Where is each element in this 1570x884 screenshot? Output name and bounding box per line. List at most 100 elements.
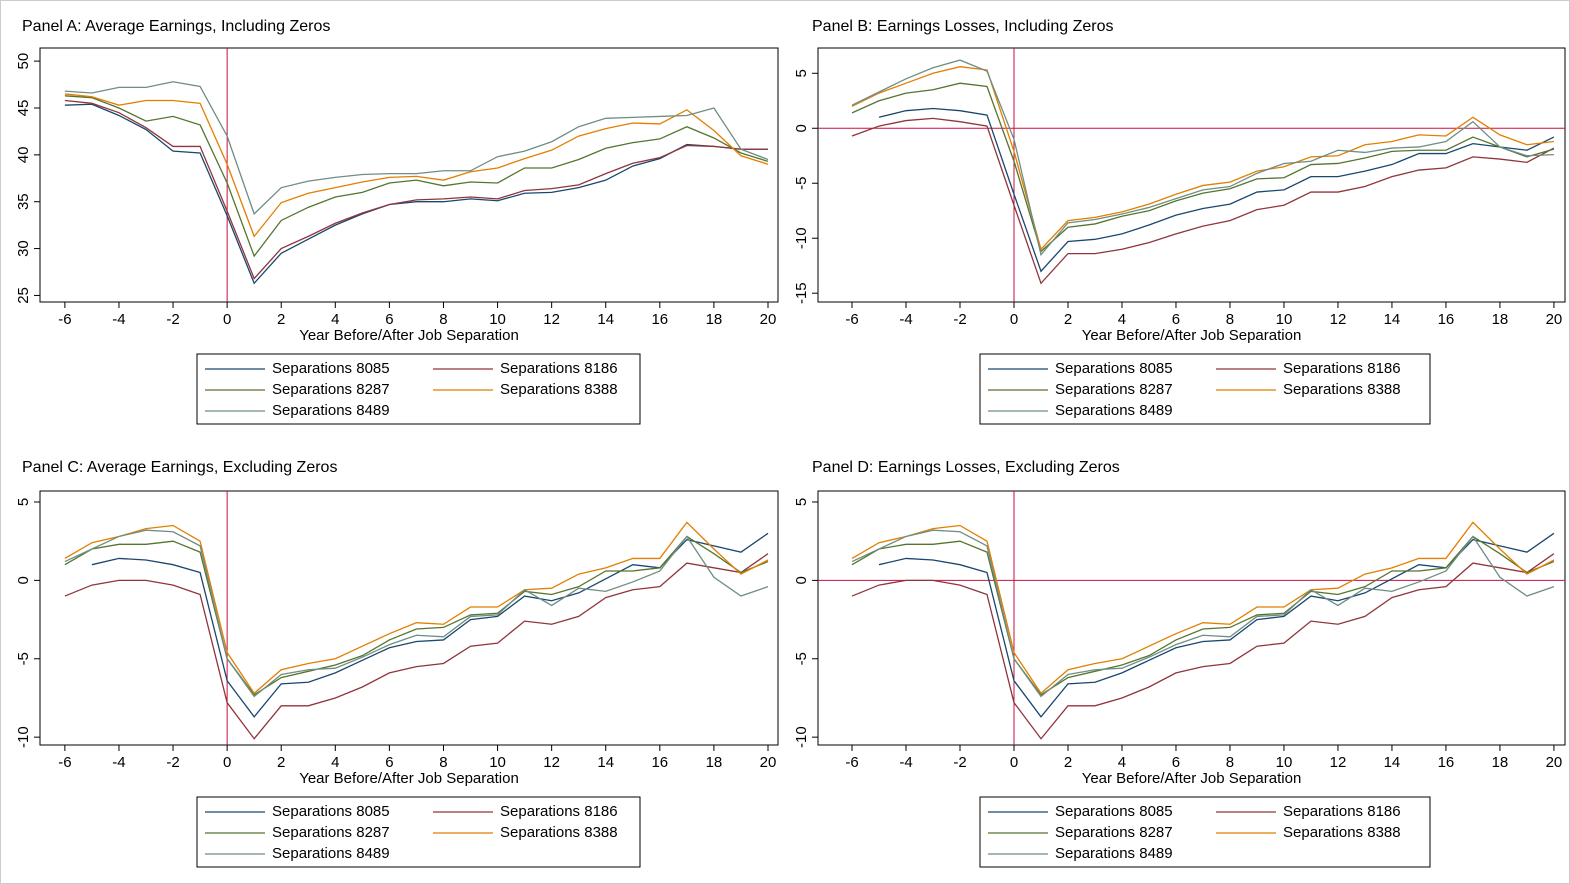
legend-label: Separations 8489 <box>272 845 390 862</box>
panel: Panel C: Average Earnings, Excluding Zer… <box>15 459 779 868</box>
x-axis-label: Year Before/After Job Separation <box>299 327 519 344</box>
series-line <box>64 103 768 285</box>
x-tick-label: 4 <box>1118 311 1126 328</box>
panel: Panel D: Earnings Losses, Excluding Zero… <box>793 459 1566 868</box>
x-tick-label: 10 <box>489 311 506 328</box>
x-tick-label: 12 <box>543 754 560 771</box>
x-tick-label: 0 <box>223 754 231 771</box>
x-tick-label: 20 <box>760 754 777 771</box>
panel-title: Panel D: Earnings Losses, Excluding Zero… <box>812 459 1120 476</box>
y-tick-label: -10 <box>793 227 810 249</box>
x-tick-label: 10 <box>489 754 506 771</box>
x-tick-label: -6 <box>845 754 858 771</box>
series-line <box>851 521 1555 695</box>
series-line <box>64 535 769 696</box>
series-line <box>64 521 769 695</box>
legend-box <box>196 796 641 868</box>
x-tick-label: 0 <box>223 311 231 328</box>
legend-label: Separations 8085 <box>1055 360 1173 377</box>
series-line <box>878 532 1555 718</box>
x-tick-label: 12 <box>1330 311 1347 328</box>
x-tick-label: -4 <box>899 754 912 771</box>
x-tick-label: 20 <box>1546 311 1563 328</box>
series-line <box>851 82 1555 253</box>
series-line <box>64 529 769 698</box>
x-tick-label: 0 <box>1010 311 1018 328</box>
x-tick-label: 18 <box>706 311 723 328</box>
x-tick-label: -6 <box>58 754 71 771</box>
x-axis-label: Year Before/After Job Separation <box>1082 327 1302 344</box>
series-line <box>851 59 1554 257</box>
panel: Panel B: Earnings Losses, Including Zero… <box>793 18 1566 425</box>
x-tick-label: 6 <box>1172 311 1180 328</box>
y-tick-label: 45 <box>15 100 32 117</box>
series-line <box>878 107 1555 273</box>
x-tick-label: -4 <box>112 754 125 771</box>
x-tick-label: -2 <box>166 754 179 771</box>
x-tick-label: 8 <box>1226 754 1234 771</box>
x-tick-label: 6 <box>385 311 393 328</box>
legend-label: Separations 8388 <box>1283 824 1401 841</box>
x-tick-label: -2 <box>953 311 966 328</box>
y-tick-label: 30 <box>15 240 32 257</box>
x-tick-label: 20 <box>760 311 777 328</box>
x-tick-label: 2 <box>277 311 285 328</box>
y-tick-label: -5 <box>793 652 810 665</box>
y-tick-label: 5 <box>793 498 810 506</box>
panel: Panel A: Average Earnings, Including Zer… <box>15 18 779 425</box>
series-line <box>851 553 1555 740</box>
series-line <box>64 95 769 258</box>
x-tick-label: 14 <box>597 311 614 328</box>
x-tick-label: 2 <box>1064 311 1072 328</box>
legend-label: Separations 8388 <box>500 381 618 398</box>
legend-label: Separations 8186 <box>500 803 618 820</box>
x-tick-label: 6 <box>385 754 393 771</box>
legend-label: Separations 8085 <box>1055 803 1173 820</box>
x-tick-label: 2 <box>277 754 285 771</box>
legend-box <box>979 353 1431 425</box>
x-tick-label: 12 <box>543 311 560 328</box>
x-tick-label: -4 <box>112 311 125 328</box>
panel-title: Panel B: Earnings Losses, Including Zero… <box>812 18 1114 35</box>
series-line <box>64 81 769 216</box>
y-tick-label: 0 <box>793 576 810 584</box>
x-tick-label: -2 <box>953 754 966 771</box>
x-tick-label: 20 <box>1546 754 1563 771</box>
plot-area <box>39 47 779 303</box>
series-line <box>64 93 769 238</box>
legend-label: Separations 8186 <box>500 360 618 377</box>
legend-label: Separations 8287 <box>272 381 390 398</box>
x-tick-label: 16 <box>651 311 668 328</box>
plot-area <box>39 490 779 746</box>
legend-label: Separations 8287 <box>272 824 390 841</box>
x-axis-label: Year Before/After Job Separation <box>299 770 519 787</box>
y-tick-label: 40 <box>15 147 32 164</box>
x-tick-label: 2 <box>1064 754 1072 771</box>
x-tick-label: 4 <box>1118 754 1126 771</box>
x-tick-label: 10 <box>1276 754 1293 771</box>
legend-label: Separations 8287 <box>1055 381 1173 398</box>
x-tick-label: 4 <box>331 754 339 771</box>
y-tick-label: 35 <box>15 193 32 210</box>
panel-title: Panel C: Average Earnings, Excluding Zer… <box>22 459 337 476</box>
x-tick-label: -2 <box>166 311 179 328</box>
x-tick-label: 4 <box>331 311 339 328</box>
series-line <box>851 66 1555 251</box>
x-tick-label: -4 <box>899 311 912 328</box>
legend-label: Separations 8388 <box>500 824 618 841</box>
y-tick-label: 5 <box>15 498 32 506</box>
y-tick-label: -10 <box>793 726 810 748</box>
series-line <box>91 532 769 718</box>
legend-box <box>196 353 641 425</box>
legend-label: Separations 8186 <box>1283 803 1401 820</box>
y-tick-label: -5 <box>15 652 32 665</box>
x-tick-label: 14 <box>597 754 614 771</box>
legend-label: Separations 8489 <box>1055 402 1173 419</box>
legend-label: Separations 8287 <box>1055 824 1173 841</box>
series-line <box>851 529 1555 698</box>
legend-label: Separations 8186 <box>1283 360 1401 377</box>
x-tick-label: 0 <box>1010 754 1018 771</box>
series-line <box>851 117 1555 285</box>
x-tick-label: 18 <box>706 754 723 771</box>
